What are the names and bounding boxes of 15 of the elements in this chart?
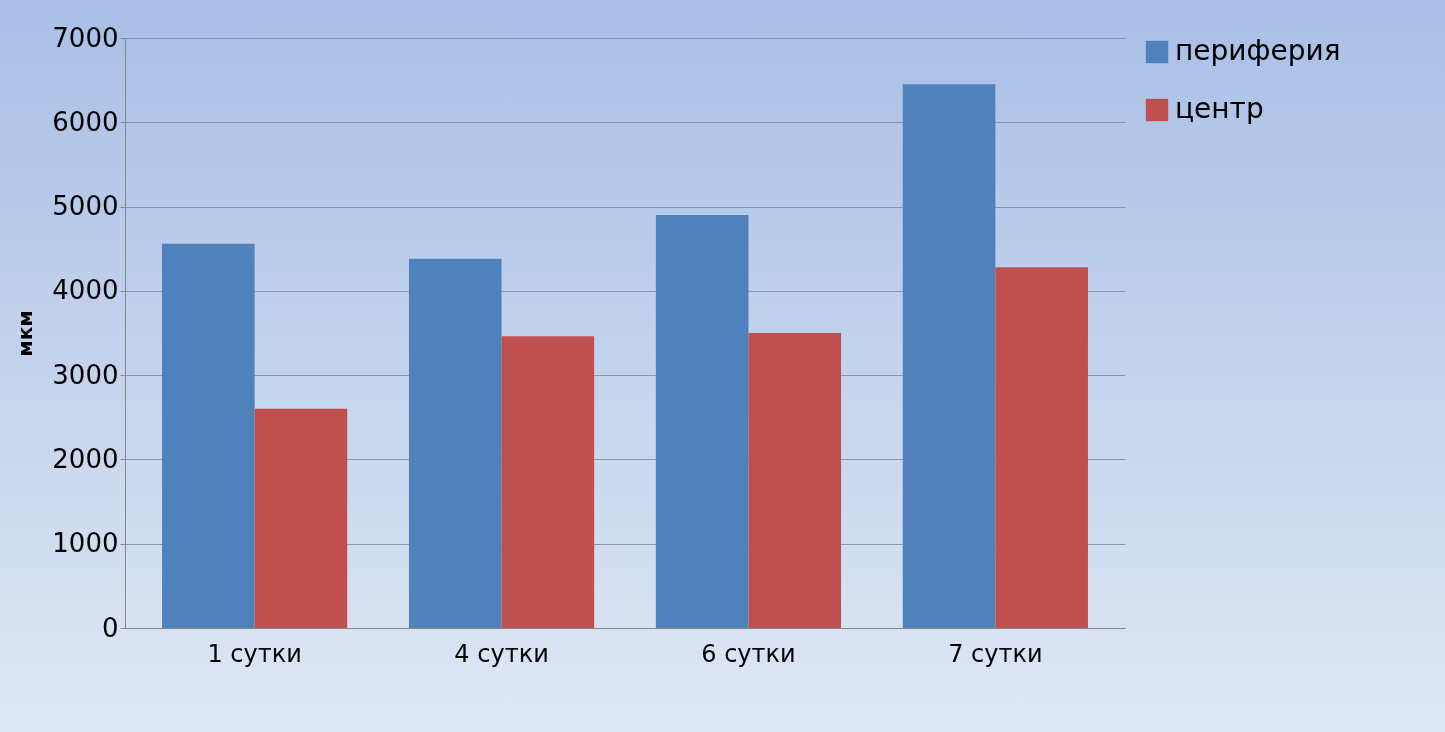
y-tick-label: 2000	[52, 443, 119, 474]
legend-label: центр	[1175, 92, 1264, 125]
y-tick-label: 3000	[52, 359, 119, 390]
x-tick-label: 4 сутки	[454, 639, 549, 668]
legend-label: периферия	[1175, 34, 1341, 67]
y-axis-title: мкм	[13, 310, 38, 357]
y-tick-label: 4000	[52, 275, 119, 306]
x-tick-label: 1 сутки	[207, 639, 302, 668]
y-tick-label: 7000	[52, 22, 119, 53]
x-tick-label: 7 сутки	[948, 639, 1043, 668]
y-tick-label: 1000	[52, 528, 119, 559]
y-tick-label: 5000	[52, 191, 119, 222]
x-tick-label: 6 сутки	[701, 639, 796, 668]
y-tick-label: 0	[101, 612, 119, 643]
y-tick-label: 6000	[52, 106, 119, 137]
